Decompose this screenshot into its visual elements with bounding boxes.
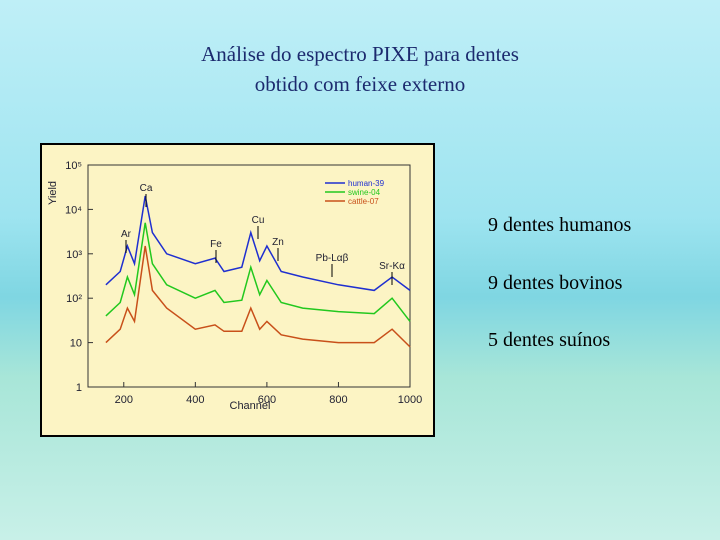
series-line	[105, 222, 411, 322]
x-tick-label: 1000	[398, 394, 422, 406]
y-label: Yield	[47, 181, 59, 205]
legend-label: swine-04	[348, 188, 381, 197]
y-tick-label: 10⁴	[65, 204, 82, 216]
x-tick-label: 200	[115, 394, 133, 406]
y-tick-label: 10²	[66, 293, 82, 305]
plot-frame	[87, 164, 411, 388]
bullet: 9 dentes humanos	[488, 214, 632, 236]
title: Análise do espectro PIXE para dentes	[201, 42, 519, 66]
y-tick-label: 10⁵	[65, 160, 82, 172]
annotation: Ar	[121, 229, 132, 240]
y-tick-label: 10³	[66, 249, 82, 261]
x-tick-label: 400	[186, 394, 204, 406]
legend-label: human-39	[348, 179, 385, 188]
title: obtido com feixe externo	[254, 72, 466, 96]
bullet: 5 dentes suínos	[488, 329, 611, 351]
annotation: Cu	[252, 215, 265, 226]
bullet: 9 dentes bovinos	[488, 272, 623, 294]
y-tick-label: 10	[70, 338, 82, 350]
legend-label: cattle-07	[348, 197, 379, 206]
chart: Channel Yield 200 400 600 800 1000 1 10 10² 10³ 1…	[40, 143, 435, 437]
annotation: Pb-Lαβ	[316, 253, 349, 264]
annotation: Sr-Kα	[379, 261, 405, 272]
x-tick-label: 600	[258, 394, 276, 406]
y-tick-label: 1	[76, 382, 82, 394]
series-line	[105, 245, 411, 348]
annotation: Zn	[272, 237, 284, 248]
x-label: Channel	[230, 400, 271, 412]
series-line	[105, 195, 411, 292]
annotation: Fe	[210, 239, 222, 250]
annotation: Ca	[140, 183, 153, 194]
x-tick-label: 800	[329, 394, 347, 406]
